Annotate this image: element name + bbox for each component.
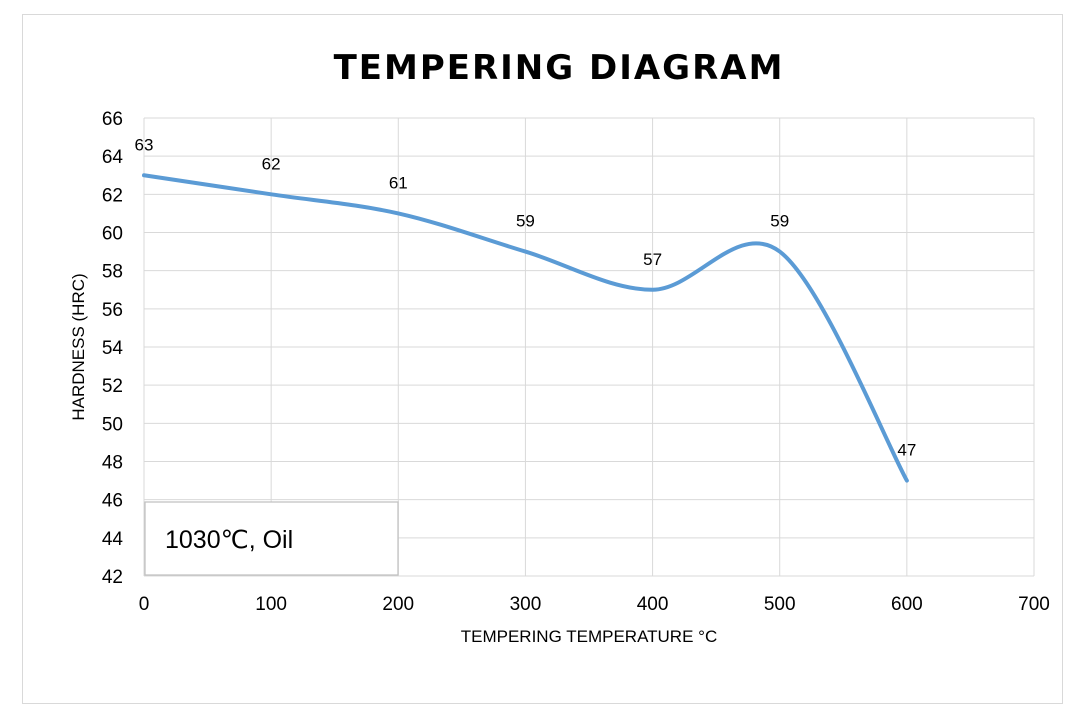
x-tick-label: 300: [510, 594, 542, 615]
y-tick-label: 42: [102, 567, 123, 588]
y-tick-label: 64: [102, 147, 124, 168]
data-label: 63: [135, 135, 154, 154]
x-tick-label: 0: [139, 594, 150, 615]
y-tick-label: 54: [102, 338, 124, 359]
y-tick-label: 56: [102, 300, 123, 321]
annotation-box-border: [144, 501, 399, 576]
annotation-box: 1030℃, Oil: [144, 501, 399, 576]
data-label: 47: [897, 441, 916, 460]
y-tick-label: 52: [102, 376, 123, 397]
y-tick-label: 50: [102, 414, 123, 435]
grid: [143, 117, 1035, 577]
y-tick-label: 46: [102, 491, 123, 512]
data-label: 61: [389, 173, 408, 192]
x-tick-label: 200: [382, 594, 414, 615]
y-axis-label: HARDNESS (HRC): [69, 273, 88, 420]
x-tick-label: 400: [637, 594, 669, 615]
x-tick-label: 100: [255, 594, 287, 615]
data-label: 59: [770, 212, 789, 231]
annotation-text: 1030℃, Oil: [165, 526, 293, 554]
y-tick-label: 44: [102, 529, 124, 550]
x-tick-labels: 0 100 200 300 400 500 600 700: [139, 594, 1050, 615]
y-tick-label: 66: [102, 109, 123, 130]
y-tick-label: 48: [102, 453, 123, 474]
data-labels: 63 62 61 59 57 59 47: [135, 135, 917, 459]
x-tick-label: 700: [1018, 594, 1050, 615]
series-line-hardness: [142, 173, 909, 483]
chart-frame: TEMPERING DIAGRAM 42 44 46 48 50 52 54 56 58 60 62…: [22, 14, 1063, 704]
y-tick-labels: 42 44 46 48 50 52 54 56 58 60 62 64 66: [102, 109, 124, 588]
data-label: 57: [643, 250, 662, 269]
y-tick-label: 60: [102, 224, 123, 245]
y-tick-label: 62: [102, 185, 123, 206]
y-tick-label: 58: [102, 262, 123, 283]
chart-svg: TEMPERING DIAGRAM 42 44 46 48 50 52 54 56 58 60 62…: [69, 48, 1050, 646]
chart-title: TEMPERING DIAGRAM: [334, 48, 785, 88]
x-tick-label: 600: [891, 594, 923, 615]
data-label: 62: [262, 154, 281, 173]
x-axis-label: TEMPERING TEMPERATURE °C: [461, 627, 717, 646]
data-label: 59: [516, 212, 535, 231]
x-tick-label: 500: [764, 594, 796, 615]
